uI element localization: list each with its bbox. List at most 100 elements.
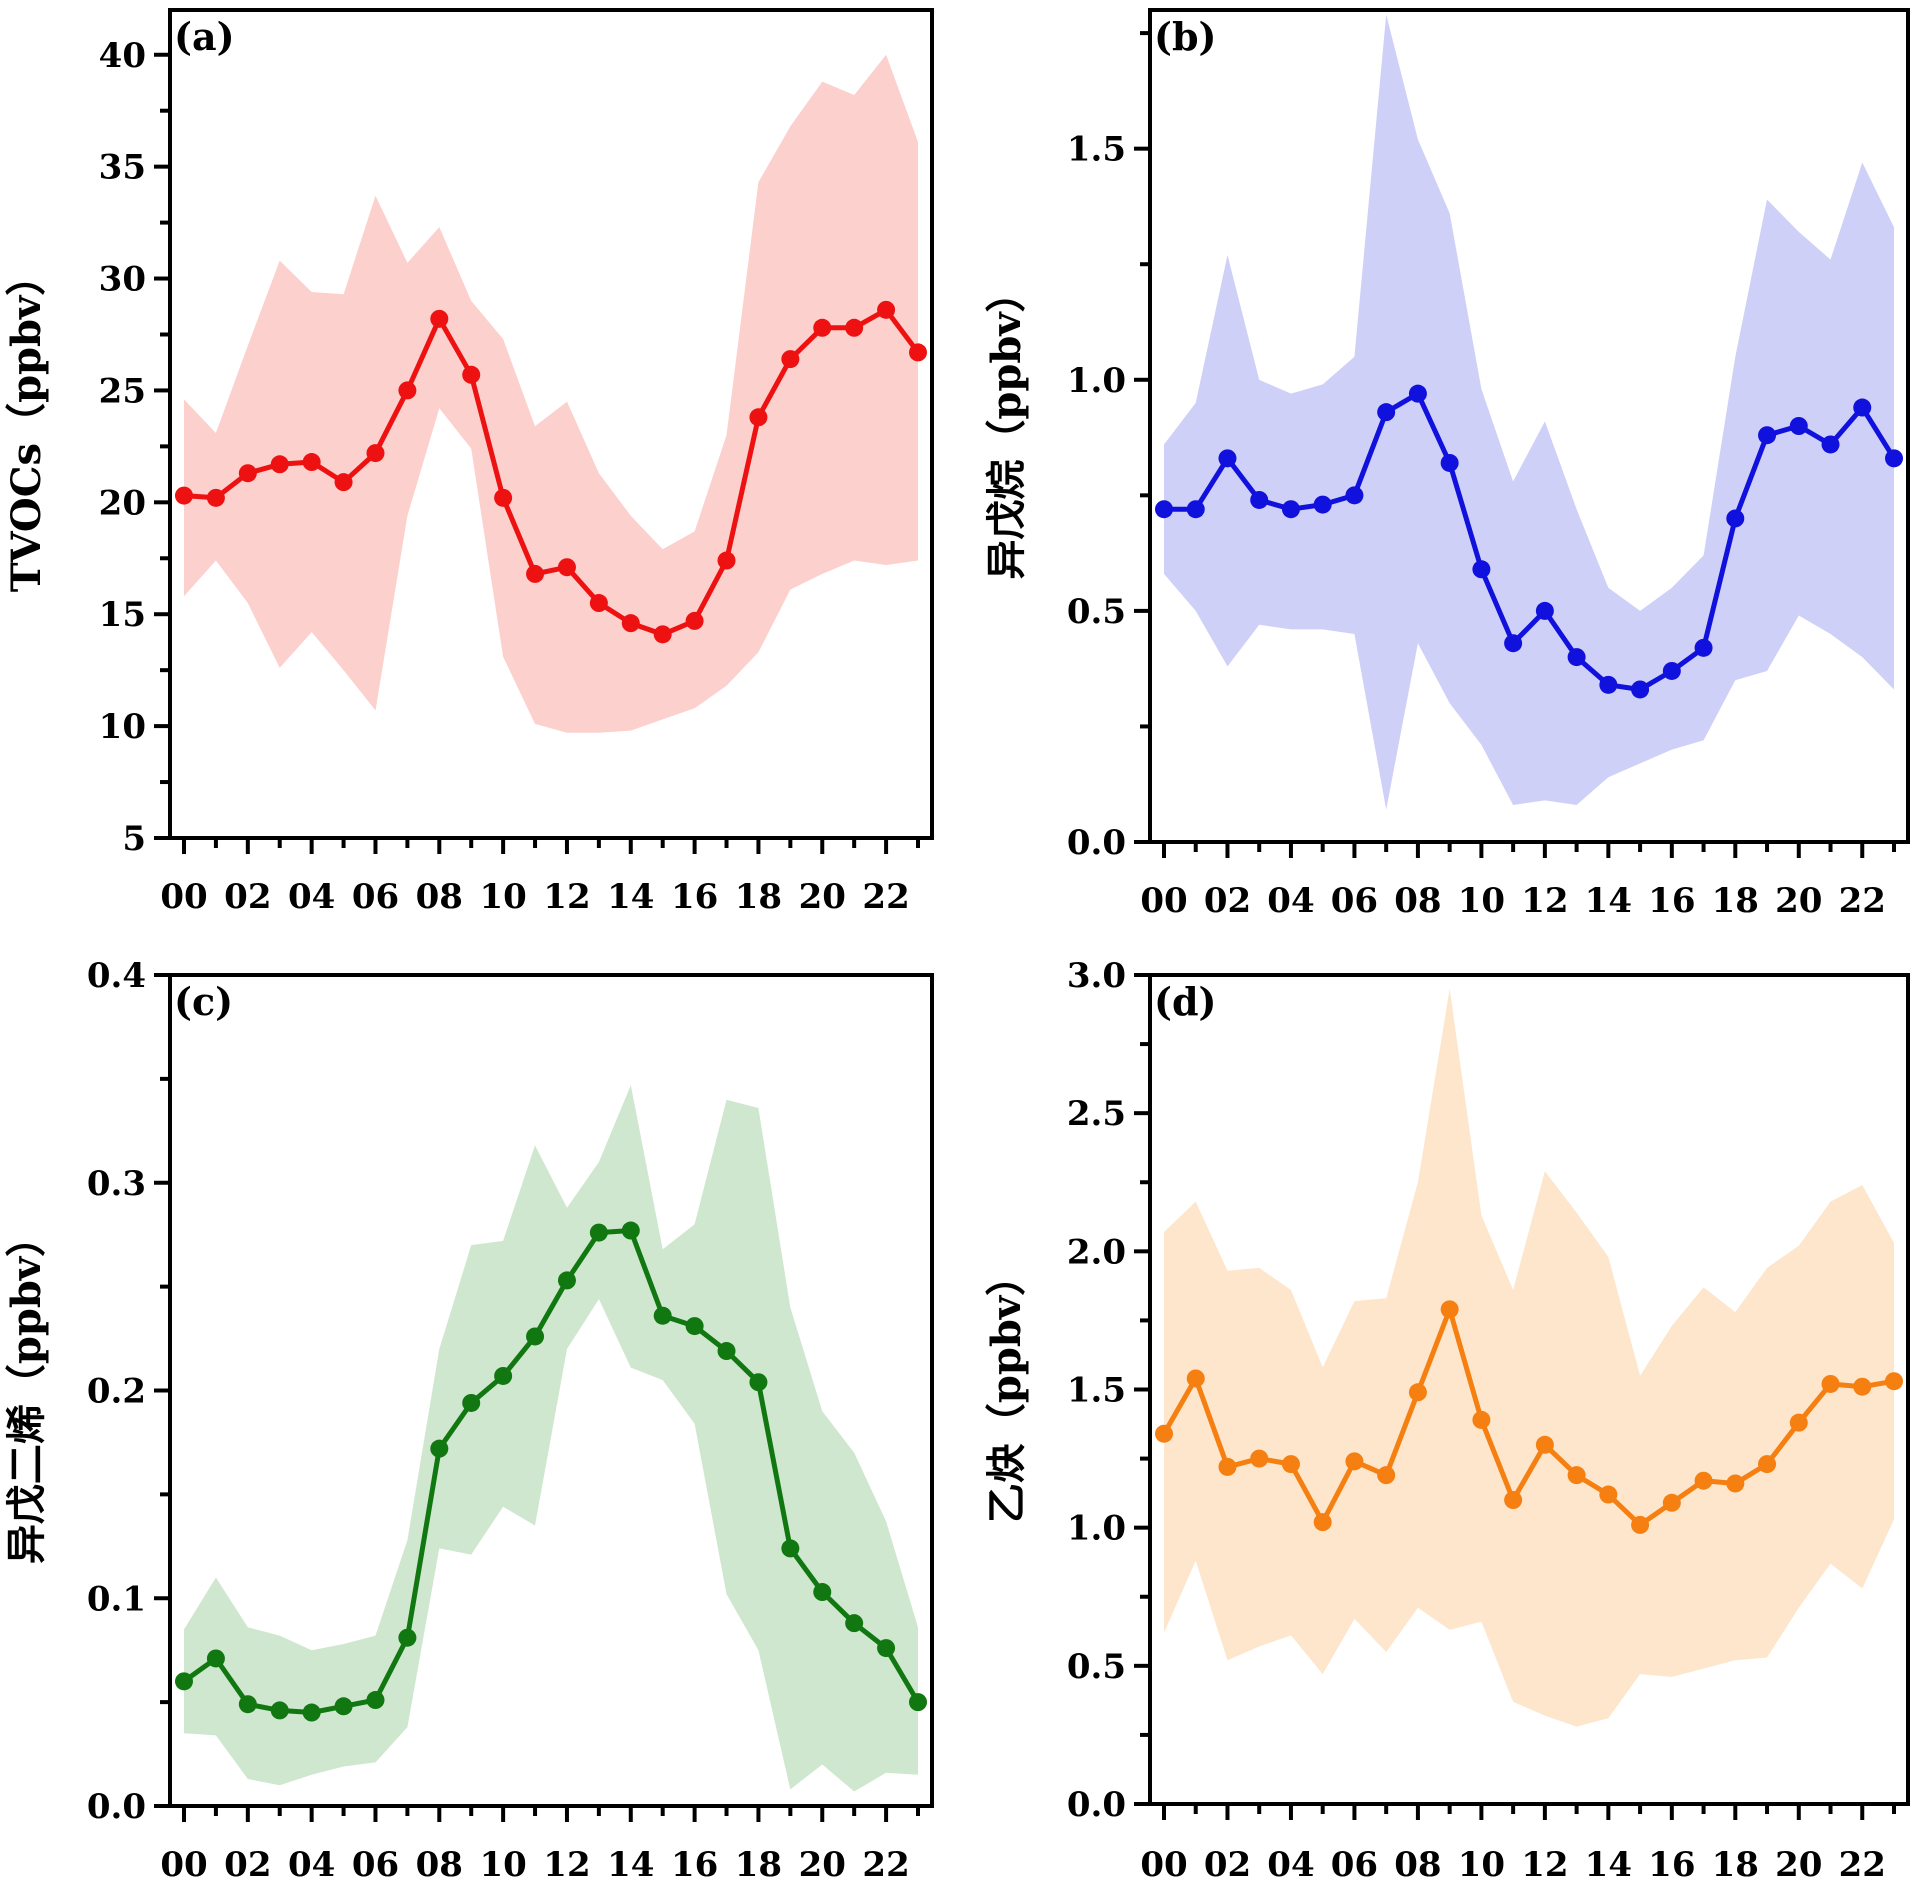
- panel-c-y-tick-label: 0.1: [87, 1579, 146, 1619]
- panel-c: 0.0 0.1 0.2 0.3 0.4 00 02 04 06 08 10 12 14 16 18 20 22 (…: [3, 956, 934, 1885]
- panel-b-range-band: [1164, 14, 1894, 810]
- panel-d-data-point: [1599, 1485, 1618, 1504]
- panel-d-data-point: [1472, 1410, 1491, 1429]
- panel-a-data-point: [494, 488, 513, 507]
- panel-a-y-tick-label: 30: [99, 260, 146, 300]
- panel-d-y-tick-label: 0.0: [1067, 1785, 1126, 1825]
- panel-b-data-point: [1631, 680, 1650, 699]
- panel-a-data-point: [366, 444, 385, 463]
- panel-a-y-tick-label: 40: [99, 36, 146, 76]
- panel-b-data-point: [1567, 648, 1586, 667]
- panel-b-data-point: [1853, 398, 1872, 417]
- panel-a-y-tick-label: 5: [122, 819, 146, 859]
- panel-b-x-tick-label: 12: [1521, 881, 1568, 921]
- panel-b-x-tick-label: 02: [1204, 881, 1251, 921]
- panel-a-y-tick-label: 20: [99, 483, 146, 523]
- panel-d-data-point: [1726, 1474, 1745, 1493]
- panel-c-data-point: [238, 1695, 257, 1714]
- panel-a-x-tick-label: 02: [224, 877, 271, 917]
- panel-d-y-tick-label: 3.0: [1067, 956, 1126, 996]
- panel-a-data-point: [813, 318, 832, 337]
- panel-d-data-point: [1758, 1455, 1777, 1474]
- panel-a-x-tick-label: 10: [479, 877, 526, 917]
- panel-d-y-tick-label: 2.0: [1067, 1232, 1126, 1272]
- panel-a-data-point: [685, 611, 704, 630]
- panel-b-x-tick-label: 04: [1267, 881, 1314, 921]
- panel-c-y-tick-label: 0.2: [87, 1372, 146, 1412]
- panel-c-data-point: [557, 1271, 576, 1290]
- panel-b-x-tick-label: 10: [1458, 881, 1505, 921]
- panel-c-data-point: [685, 1317, 704, 1336]
- panel-b-x-tick-label: 06: [1331, 881, 1378, 921]
- panel-c-data-point: [589, 1223, 608, 1242]
- panel-a-x-tick-label: 16: [671, 877, 718, 917]
- panel-d-data-point: [1440, 1300, 1459, 1319]
- panel-b-data-point: [1472, 560, 1491, 579]
- panel-a-x-tick-label: 12: [543, 877, 590, 917]
- panel-c-data-point: [909, 1693, 927, 1712]
- panel-b-data-point: [1885, 449, 1903, 468]
- panel-b-data-point: [1408, 384, 1427, 403]
- panel-d-label: (d): [1154, 979, 1217, 1024]
- panel-b-data-point: [1155, 500, 1173, 519]
- panel-d-y-tick-label: 1.5: [1067, 1371, 1126, 1411]
- panel-a-data-point: [302, 453, 321, 472]
- panel-d-data-point: [1631, 1515, 1650, 1534]
- panel-d-data-point: [1853, 1377, 1872, 1396]
- panel-c-data-point: [717, 1342, 736, 1361]
- panel-c-x-tick-label: 08: [416, 1845, 463, 1885]
- panel-d-data-point: [1789, 1413, 1808, 1432]
- panel-d: 0.0 0.5 1.0 1.5 2.0 2.5 3.0 00 02 04 06 08 10 12 14 16 1…: [983, 956, 1910, 1885]
- panel-b-x-tick-label: 16: [1648, 881, 1695, 921]
- panel-a-data-point: [175, 486, 193, 505]
- panel-a-data-point: [909, 343, 927, 362]
- panel-b-y-tick-label: 1.5: [1067, 130, 1126, 170]
- panel-d-x-tick-label: 14: [1585, 1845, 1632, 1885]
- panel-c-data-point: [621, 1221, 640, 1240]
- panel-c-label: (c): [174, 979, 233, 1024]
- panel-d-data-point: [1821, 1374, 1840, 1393]
- panel-b-data-point: [1726, 509, 1745, 528]
- panel-c-x-tick-label: 12: [543, 1845, 590, 1885]
- panel-c-data-point: [494, 1366, 513, 1385]
- panel-c-y-tick-label: 0.0: [87, 1787, 146, 1827]
- panel-d-x-tick-label: 04: [1267, 1845, 1314, 1885]
- panel-d-x-tick-label: 10: [1458, 1845, 1505, 1885]
- panel-d-data-point: [1662, 1493, 1681, 1512]
- panel-a-y-tick-label: 10: [99, 707, 146, 747]
- panel-b-data-point: [1186, 500, 1205, 519]
- panel-c-data-point: [845, 1614, 864, 1633]
- panel-d-data-point: [1567, 1466, 1586, 1485]
- panel-b-data-point: [1218, 449, 1237, 468]
- panel-c-x-tick-label: 10: [479, 1845, 526, 1885]
- panel-c-y-tick-label: 0.3: [87, 1164, 146, 1204]
- panel-a-data-point: [526, 564, 545, 583]
- panel-c-data-point: [175, 1672, 193, 1691]
- panel-d-x-tick-label: 20: [1775, 1845, 1822, 1885]
- panel-d-data-point: [1345, 1452, 1364, 1471]
- panel-c-x-tick-label: 18: [735, 1845, 782, 1885]
- panel-b-data-point: [1504, 634, 1523, 653]
- panel-b-y-tick-label: 0.0: [1067, 823, 1126, 863]
- panel-c-x-tick-label: 02: [224, 1845, 271, 1885]
- panel-a-label: (a): [174, 14, 235, 59]
- panel-c-x-tick-label: 00: [160, 1845, 207, 1885]
- panel-a-x-tick-label: 00: [160, 877, 207, 917]
- panel-a-y-tick-label: 15: [99, 595, 146, 635]
- panel-b-x-tick-label: 22: [1839, 881, 1886, 921]
- panel-c-data-point: [334, 1697, 353, 1716]
- panel-a-data-point: [717, 551, 736, 570]
- panel-d-y-axis-title: 乙炔（ppbv）: [983, 1256, 1030, 1523]
- panel-a-data-point: [557, 558, 576, 577]
- panel-d-x-tick-label: 22: [1839, 1845, 1886, 1885]
- panel-b-data-point: [1345, 486, 1364, 505]
- panel-a-data-point: [334, 473, 353, 492]
- panel-b-data-point: [1599, 675, 1618, 694]
- panel-a-x-tick-label: 08: [416, 877, 463, 917]
- panel-b-data-point: [1694, 638, 1713, 657]
- panel-b-data-point: [1789, 417, 1808, 435]
- panel-a-range-band: [184, 54, 918, 733]
- panel-d-data-point: [1535, 1435, 1554, 1454]
- panel-c-x-tick-label: 06: [352, 1845, 399, 1885]
- panel-c-y-tick-label: 0.4: [87, 956, 146, 996]
